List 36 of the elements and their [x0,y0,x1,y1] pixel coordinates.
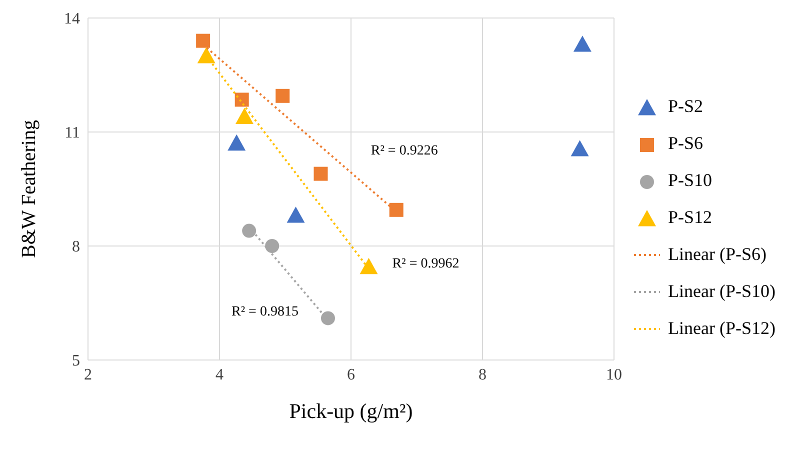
point [265,239,280,253]
point [389,202,404,217]
y-axis-title: B&W Feathering [18,120,40,258]
point [234,92,249,107]
point [320,311,335,326]
x-tick-label: 10 [606,366,622,384]
point [286,206,305,223]
point [242,224,256,238]
x-axis-title: Pick-up (g/m²) [289,399,413,423]
y-tick-label: 11 [64,124,80,142]
legend-label: P-S12 [668,207,712,228]
legend-label: P-S10 [668,170,712,191]
point [276,88,290,103]
x-tick-label: 8 [478,366,486,384]
point [360,258,378,274]
legend-label: P-S2 [668,96,704,117]
legend-label: P-S6 [668,133,704,154]
legend-label: Linear (P-S12) [668,318,776,339]
point [196,34,210,48]
point [570,140,589,156]
point [235,108,254,124]
y-tick-label: 8 [72,238,80,256]
point [314,166,328,181]
x-tick-label: 6 [347,366,355,384]
y-tick-label: 14 [64,10,80,28]
x-tick-label: 4 [216,366,224,384]
point [573,36,592,52]
point [228,134,246,151]
annotation: R² = 0.9815 [232,304,298,320]
legend-label: Linear (P-S6) [668,244,766,265]
annotation: R² = 0.9226 [370,143,438,158]
legend-label: Linear (P-S10) [668,281,776,302]
x-tick-label: 2 [84,366,92,384]
annotation: R² = 0.9962 [392,256,460,272]
y-tick-label: 5 [72,352,80,370]
point [197,47,216,64]
